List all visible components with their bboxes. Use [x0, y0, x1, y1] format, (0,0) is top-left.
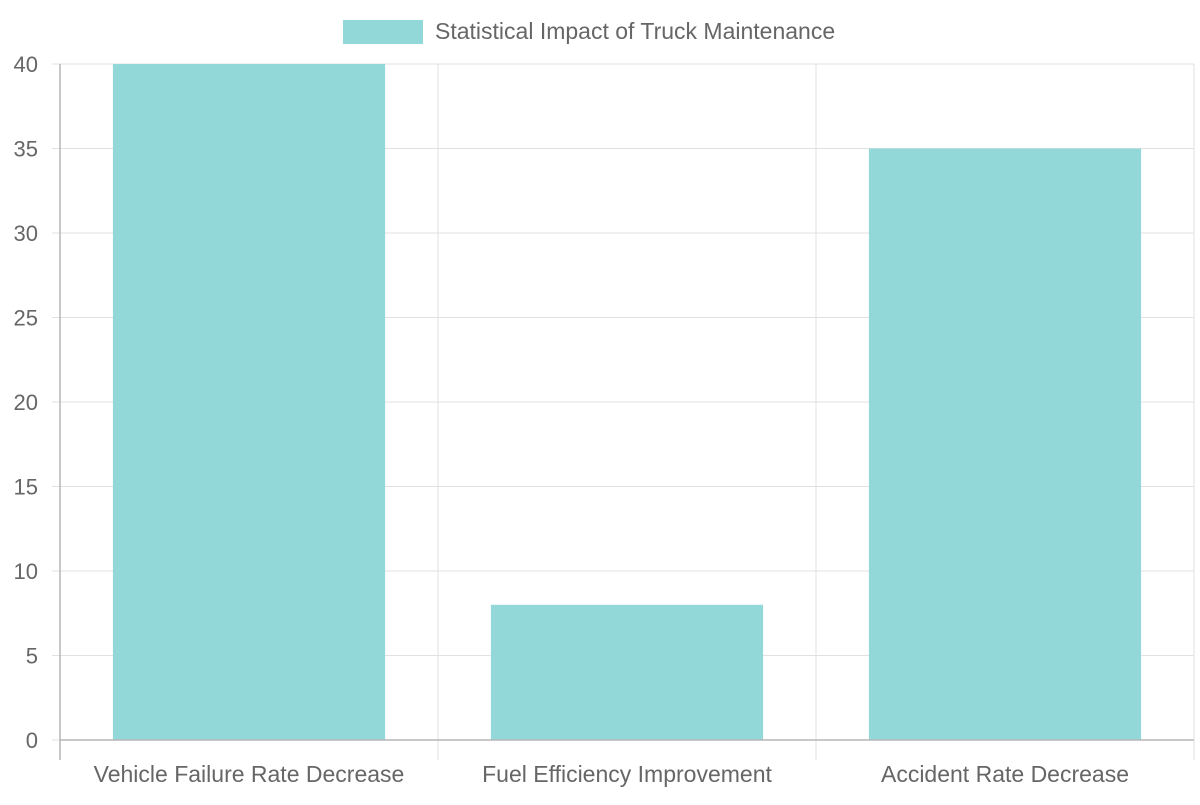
- y-tick-label: 15: [14, 475, 38, 500]
- x-tick-label: Fuel Efficiency Improvement: [482, 761, 772, 787]
- legend[interactable]: Statistical Impact of Truck Maintenance: [343, 18, 835, 44]
- legend-swatch: [343, 20, 423, 44]
- y-tick-label: 20: [14, 390, 38, 415]
- legend-label: Statistical Impact of Truck Maintenance: [435, 18, 835, 44]
- tick-labels: 0 5 10 15 20 25 30 35 40 Vehicle Failure Rate Dec…: [14, 52, 1129, 787]
- y-tick-label: 30: [14, 221, 38, 246]
- y-tick-label: 0: [26, 728, 38, 753]
- y-tick-label: 5: [26, 644, 38, 669]
- y-tick-label: 40: [14, 52, 38, 77]
- bar[interactable]: [112, 64, 386, 740]
- axes: [59, 64, 1194, 760]
- bar[interactable]: [490, 604, 764, 740]
- y-tick-label: 10: [14, 559, 38, 584]
- y-tick-label: 35: [14, 137, 38, 162]
- x-tick-label: Vehicle Failure Rate Decrease: [94, 761, 405, 787]
- y-tick-label: 25: [14, 306, 38, 331]
- bar[interactable]: [868, 148, 1142, 741]
- bars: [112, 64, 1142, 741]
- x-tick-label: Accident Rate Decrease: [881, 761, 1129, 787]
